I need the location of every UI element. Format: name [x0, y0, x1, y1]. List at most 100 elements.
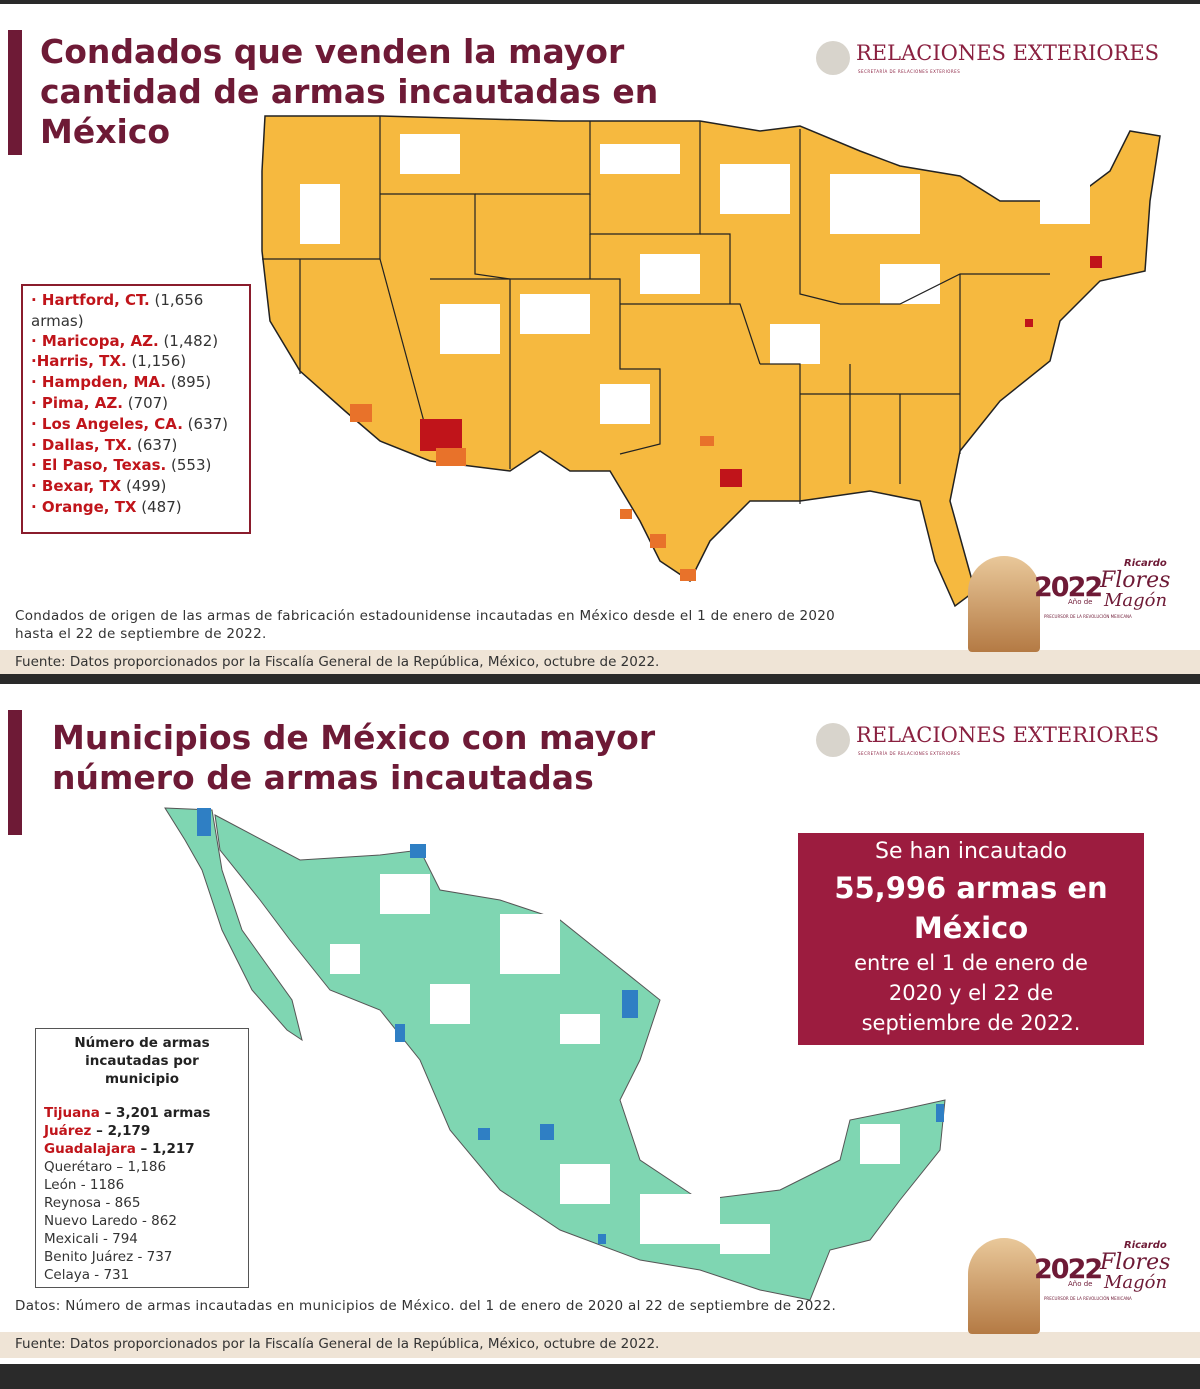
badge-last2: Magón — [1104, 590, 1168, 611]
title-line: cantidad de armas incautadas en — [40, 72, 659, 111]
footer: Fuente: Datos proporcionados por la Fisc… — [0, 1332, 1200, 1358]
legend-item: · Orange, TX (487) — [31, 498, 243, 516]
title-line: Condados que venden la mayor — [40, 32, 625, 71]
title-line: Municipios de México con mayor — [52, 718, 656, 757]
badge-first: Ricardo — [1124, 558, 1167, 569]
badge-first: Ricardo — [1124, 1240, 1167, 1251]
badge-year: 2022 — [1034, 1254, 1103, 1285]
item-name: · Bexar, TX — [31, 477, 122, 496]
slide: Se han incautado 55,996 armas en México ent… — [0, 684, 1200, 1364]
white-areas — [330, 874, 900, 1254]
badge-label: Año de — [1068, 1280, 1093, 1288]
legend-top-item: Juárez – 2,179 — [44, 1123, 150, 1139]
source: Fuente: Datos proporcionados por la Fisc… — [15, 1336, 660, 1352]
item-name: · El Paso, Texas. — [31, 456, 167, 475]
source: Fuente: Datos proporcionados por la Fisc… — [15, 654, 660, 670]
item-name: ·Harris, TX. — [31, 352, 127, 371]
badge-last1: Flores — [1100, 1250, 1171, 1275]
mexico-map — [164, 807, 946, 1301]
badge-last1: Flores — [1100, 568, 1171, 593]
logo-name: RELACIONES EXTERIORES — [856, 723, 1160, 747]
item-name: · Los Angeles, CA. — [31, 414, 183, 433]
legend-box: Número de armas incautadas por municipio Ti… — [35, 1028, 249, 1288]
legend-item: Mexicali - 794 — [44, 1231, 138, 1247]
item-name: · Hartford, CT. — [31, 291, 150, 309]
legend-item: Nuevo Laredo - 862 — [44, 1213, 177, 1229]
callout-headline: México — [913, 911, 1029, 945]
item-name: · Pima, AZ. — [31, 394, 123, 412]
badge-last2: Magón — [1104, 1272, 1168, 1293]
item-count: (1,156) — [131, 352, 187, 371]
blue-areas — [197, 808, 944, 1244]
caption: hasta el 22 de septiembre de 2022. — [15, 626, 267, 642]
caption: Datos: Número de armas incautadas en mun… — [15, 1298, 837, 1314]
legend-box: · Hartford, CT. (1,656 armas) · Maricopa,… — [21, 284, 251, 534]
badge-tagline: PRECURSOR DE LA REVOLUCIÓN MEXICANA — [1044, 614, 1132, 619]
legend-item: · Los Angeles, CA. (637) — [31, 415, 243, 433]
state-lines — [262, 116, 1050, 504]
legend-item: · Hampden, MA. (895) — [31, 373, 243, 391]
item-name: Juárez — [44, 1123, 92, 1139]
item-count: (553) — [171, 456, 212, 475]
logo-subtitle: SECRETARÍA DE RELACIONES EXTERIORES — [858, 69, 961, 74]
callout-detail: septiembre de 2022. — [861, 1011, 1081, 1035]
item-count: (707) — [127, 394, 169, 412]
legend-item: Querétaro – 1,186 — [44, 1159, 167, 1175]
callout-lead: Se han incautado — [875, 839, 1067, 864]
legend-heading: Número de armas — [74, 1035, 210, 1051]
legend-item: · Pima, AZ. (707) — [31, 394, 243, 412]
baja — [164, 807, 303, 1042]
us-outline — [261, 115, 1161, 608]
legend-item: León - 1186 — [44, 1177, 125, 1193]
legend-item: · Dallas, TX. (637) — [31, 436, 243, 454]
item-name: · Maricopa, AZ. — [31, 331, 159, 350]
item-count: (499) — [126, 477, 167, 496]
item-name: Guadalajara — [44, 1141, 136, 1157]
item-count: (1,656 armas) — [31, 291, 204, 330]
badge-tagline: PRECURSOR DE LA REVOLUCIÓN MEXICANA — [1044, 1296, 1132, 1301]
callout-detail: 2020 y el 22 de — [888, 981, 1054, 1005]
item-count: (637) — [137, 435, 178, 454]
callout-detail: entre el 1 de enero de — [854, 951, 1088, 975]
title-bar — [8, 30, 22, 155]
logo-subtitle: SECRETARÍA DE RELACIONES EXTERIORES — [858, 751, 961, 756]
legend-item: Benito Juárez - 737 — [44, 1249, 173, 1265]
legend-top-item: Guadalajara – 1,217 — [44, 1141, 195, 1157]
callout-headline: 55,996 armas en — [834, 871, 1108, 905]
hotspots — [350, 256, 1102, 581]
logo-emblem — [816, 723, 850, 757]
item-count: (895) — [170, 373, 212, 392]
badge-label: Año de — [1068, 598, 1093, 606]
item-count: – 1,217 — [140, 1141, 195, 1157]
item-count: – 3,201 armas — [104, 1105, 211, 1121]
logo-emblem — [816, 41, 850, 75]
legend-item: ·Harris, TX. (1,156) — [31, 352, 243, 370]
item-name: · Orange, TX — [31, 498, 137, 516]
legend-item: Reynosa - 865 — [44, 1195, 141, 1211]
legend-heading: municipio — [104, 1071, 180, 1087]
portrait — [968, 556, 1040, 652]
callout-box: Se han incautado 55,996 armas en México ent… — [798, 833, 1144, 1045]
legend-item: · Maricopa, AZ. (1,482) — [31, 332, 243, 350]
badge-year: 2022 — [1034, 572, 1103, 603]
legend-heading: incautadas por — [85, 1053, 199, 1069]
item-count: (487) — [141, 498, 182, 516]
legend-top-item: Tijuana – 3,201 armas — [44, 1105, 210, 1121]
white-areas — [300, 134, 1090, 424]
legend-item: Celaya - 731 — [44, 1267, 130, 1283]
legend-item: · Bexar, TX (499) — [31, 477, 243, 495]
footer: Fuente: Datos proporcionados por la Fisc… — [0, 650, 1200, 674]
item-name: · Dallas, TX. — [31, 435, 133, 454]
legend-item: · Hartford, CT. (1,656 armas) — [31, 290, 243, 332]
logo-name: RELACIONES EXTERIORES — [856, 41, 1160, 65]
us-map — [261, 115, 1161, 608]
legend-item: · El Paso, Texas. (553) — [31, 456, 243, 474]
title-line: México — [40, 112, 171, 151]
item-count: (637) — [187, 414, 229, 433]
slide: · Hartford, CT. (1,656 armas) · Maricopa,… — [0, 4, 1200, 674]
title-bar — [8, 710, 22, 835]
item-count: (1,482) — [163, 331, 219, 350]
caption: Condados de origen de las armas de fabri… — [15, 608, 836, 624]
portrait — [968, 1238, 1040, 1334]
